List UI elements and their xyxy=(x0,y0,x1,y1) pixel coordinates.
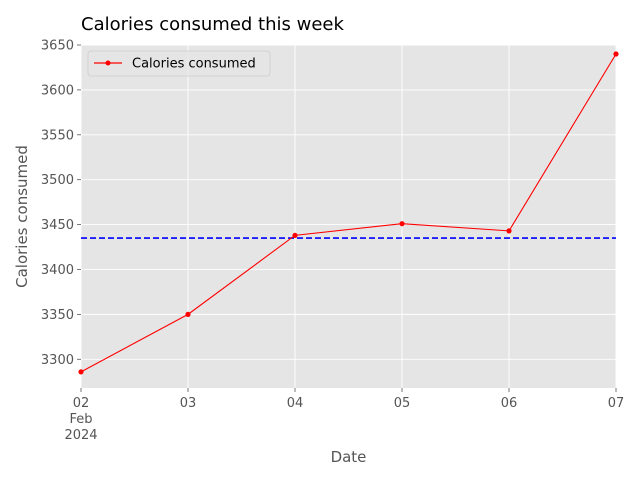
x-tick-label: 04 xyxy=(287,396,304,411)
y-tick-label: 3350 xyxy=(41,308,74,323)
y-tick-label: 3400 xyxy=(41,263,74,278)
x-tick-sublabel: 2024 xyxy=(64,428,97,443)
legend-box xyxy=(87,50,271,77)
data-point xyxy=(399,221,405,227)
legend-marker-swatch xyxy=(105,60,111,66)
y-axis-ticks: 3300 3350 3400 3450 3500 3550 3600 3650 xyxy=(41,39,81,368)
series-layer xyxy=(78,51,619,375)
data-point xyxy=(506,228,512,234)
chart-title: Calories consumed this week xyxy=(81,14,344,35)
y-tick-label: 3500 xyxy=(41,173,74,188)
y-axis-label: Calories consumed xyxy=(13,145,31,288)
legend: Calories consumed xyxy=(87,50,271,77)
data-point xyxy=(613,51,619,57)
x-tick-label: 02 xyxy=(73,396,90,411)
legend-entry-label: Calories consumed xyxy=(132,57,256,72)
x-tick-label: 07 xyxy=(608,396,625,411)
y-tick-label: 3650 xyxy=(41,39,74,54)
data-point xyxy=(185,311,191,317)
y-tick-label: 3450 xyxy=(41,218,74,233)
plot-area xyxy=(81,45,616,388)
y-tick-label: 3550 xyxy=(41,128,74,143)
data-point xyxy=(292,232,298,238)
y-tick-label: 3300 xyxy=(41,353,74,368)
series-line xyxy=(80,53,617,373)
grid-lines xyxy=(80,44,617,388)
x-axis-label: Date xyxy=(331,448,367,466)
x-tick-label: 05 xyxy=(394,396,411,411)
data-point xyxy=(78,369,84,375)
x-tick-sublabel: Feb xyxy=(69,412,92,427)
y-tick-label: 3600 xyxy=(41,83,74,98)
x-tick-label: 03 xyxy=(180,396,197,411)
x-tick-label: 06 xyxy=(501,396,518,411)
